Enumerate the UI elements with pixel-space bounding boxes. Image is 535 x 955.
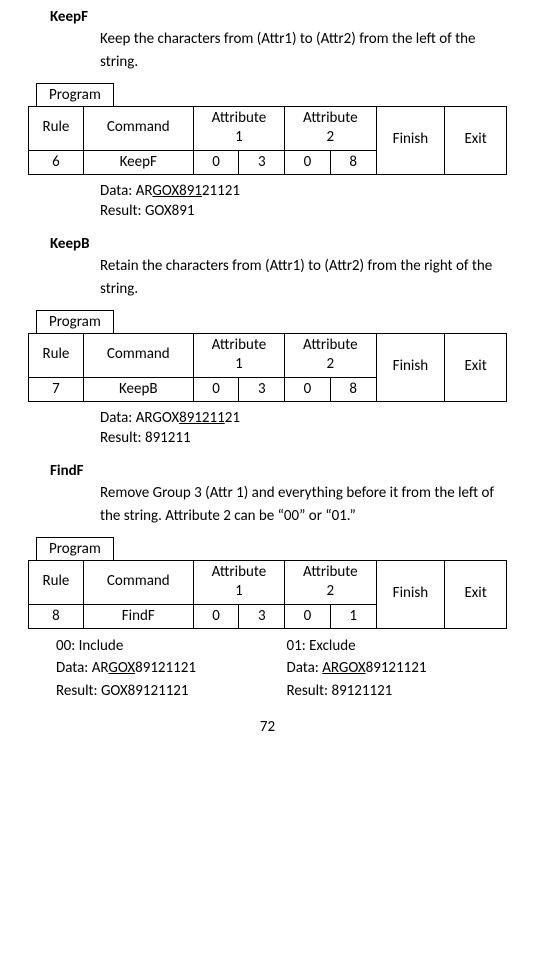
- page-number: 72: [28, 718, 507, 736]
- cell-a2a: 0: [285, 150, 331, 174]
- findf-desc: Remove Group 3 (Attr 1) and everything b…: [100, 482, 497, 529]
- keepb-result: Data: ARGOX89121121 Result: 891211: [100, 408, 507, 449]
- keepf-result: Data: ARGOX89121121 Result: GOX891: [100, 181, 507, 222]
- data-underline: GOX891: [152, 182, 202, 200]
- cell-a1a: 0: [193, 377, 239, 401]
- hdr-finish: Finish: [376, 333, 445, 401]
- findf-col-exclude: 01: Exclude Data: ARGOX89121121 Result: …: [287, 635, 508, 703]
- hdr-attr1: Attribute1: [193, 106, 284, 150]
- cell-a2b: 8: [330, 150, 376, 174]
- data-prefix: Data: AR: [100, 182, 152, 200]
- cell-a2a: 0: [285, 604, 331, 628]
- hdr-attr1: Attribute1: [193, 333, 284, 377]
- cell-command: KeepB: [83, 377, 193, 401]
- hdr-command: Command: [83, 560, 193, 604]
- hdr-exit: Exit: [445, 333, 507, 401]
- data-prefix: Data: ARGOX: [100, 409, 179, 427]
- result-label: Result: 891211: [100, 428, 507, 448]
- result-label: Result: GOX891: [100, 201, 507, 221]
- cell-a2a: 0: [285, 377, 331, 401]
- hdr-rule: Rule: [29, 333, 84, 377]
- data-prefix: Data: AR: [56, 659, 108, 677]
- program-tab: Program: [36, 310, 114, 333]
- exclude-header: 01: Exclude: [287, 635, 508, 658]
- cell-command: FindF: [83, 604, 193, 628]
- hdr-exit: Exit: [445, 106, 507, 174]
- result-label: Result: 89121121: [287, 680, 508, 703]
- keepb-title: KeepB: [50, 235, 507, 253]
- findf-col-include: 00: Include Data: ARGOX89121121 Result: …: [56, 635, 277, 703]
- hdr-rule: Rule: [29, 560, 84, 604]
- cell-rule: 6: [29, 150, 84, 174]
- hdr-command: Command: [83, 333, 193, 377]
- keepb-desc: Retain the characters from (Attr1) to (A…: [100, 255, 497, 302]
- data-underline: ARGOX: [322, 659, 365, 677]
- cell-command: KeepF: [83, 150, 193, 174]
- cell-a2b: 1: [330, 604, 376, 628]
- data-underline: GOX: [108, 659, 135, 677]
- cell-rule: 7: [29, 377, 84, 401]
- keepf-title: KeepF: [50, 8, 507, 26]
- findf-title: FindF: [50, 462, 507, 480]
- data-suffix: 21: [225, 409, 240, 427]
- keepb-program: Program Rule Command Attribute1 Attribut…: [28, 310, 507, 402]
- include-header: 00: Include: [56, 635, 277, 658]
- hdr-finish: Finish: [376, 560, 445, 628]
- keepf-desc: Keep the characters from (Attr1) to (Att…: [100, 28, 497, 75]
- cell-a1a: 0: [193, 604, 239, 628]
- data-suffix: 21121: [202, 182, 240, 200]
- hdr-command: Command: [83, 106, 193, 150]
- data-suffix: 89121121: [135, 659, 196, 677]
- findf-results: 00: Include Data: ARGOX89121121 Result: …: [56, 635, 507, 703]
- cell-a1b: 3: [239, 150, 285, 174]
- hdr-attr2: Attribute2: [285, 333, 376, 377]
- findf-program: Program Rule Command Attribute1 Attribut…: [28, 537, 507, 629]
- hdr-finish: Finish: [376, 106, 445, 174]
- cell-a1a: 0: [193, 150, 239, 174]
- data-suffix: 89121121: [366, 659, 427, 677]
- keepb-table: Rule Command Attribute1 Attribute2 Finis…: [28, 333, 507, 402]
- keepf-program: Program Rule Command Attribute1 Attribut…: [28, 83, 507, 175]
- cell-a1b: 3: [239, 604, 285, 628]
- hdr-exit: Exit: [445, 560, 507, 628]
- hdr-attr2: Attribute2: [285, 106, 376, 150]
- hdr-attr2: Attribute2: [285, 560, 376, 604]
- program-tab: Program: [36, 537, 114, 560]
- keepf-table: Rule Command Attribute1 Attribute2 Finis…: [28, 106, 507, 175]
- program-tab: Program: [36, 83, 114, 106]
- data-prefix: Data:: [287, 659, 323, 677]
- result-label: Result: GOX89121121: [56, 680, 277, 703]
- cell-a1b: 3: [239, 377, 285, 401]
- hdr-attr1: Attribute1: [193, 560, 284, 604]
- cell-rule: 8: [29, 604, 84, 628]
- page: KeepF Keep the characters from (Attr1) t…: [0, 0, 535, 746]
- findf-table: Rule Command Attribute1 Attribute2 Finis…: [28, 560, 507, 629]
- data-underline: 891211: [179, 409, 225, 427]
- hdr-rule: Rule: [29, 106, 84, 150]
- cell-a2b: 8: [330, 377, 376, 401]
